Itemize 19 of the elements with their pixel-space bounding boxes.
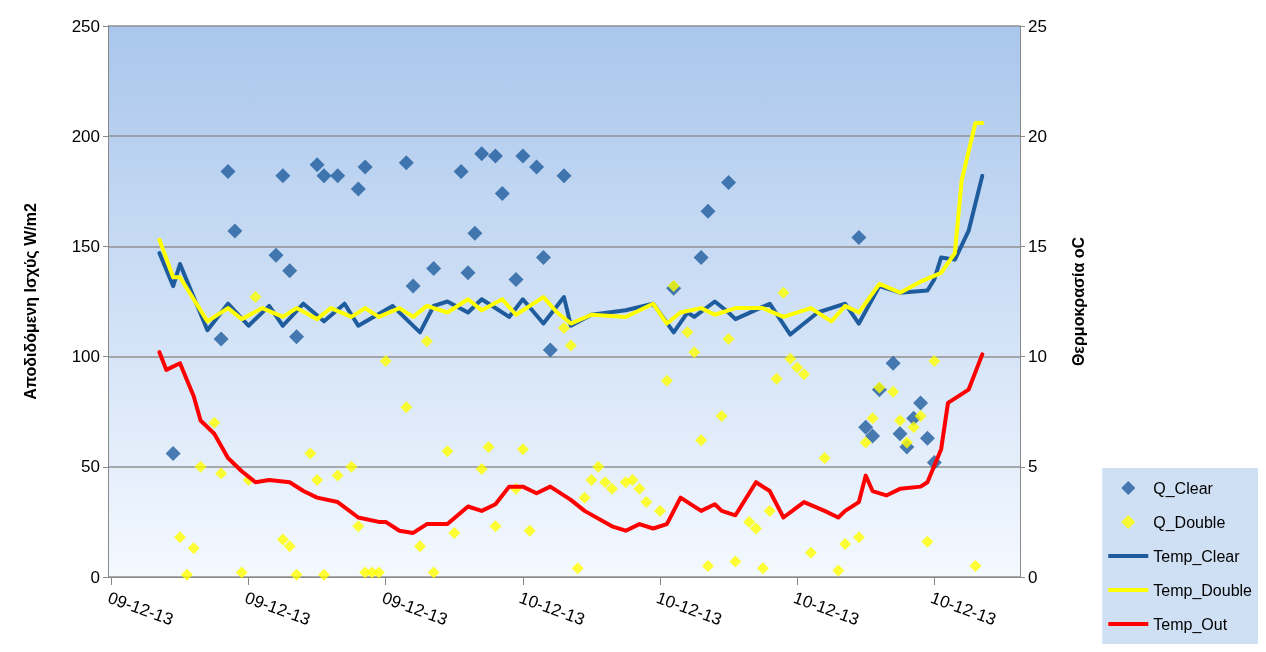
y-tick-label: 100 (71, 347, 100, 367)
legend-label: Temp_Double (1153, 581, 1253, 600)
y2-tick-label: 15 (1028, 236, 1047, 256)
y2-axis-title: Θερμοκρασία oC (1069, 236, 1087, 367)
legend-label: Q_Double (1153, 513, 1226, 532)
legend-label: Q_Clear (1153, 479, 1214, 498)
y-tick-label: 200 (71, 126, 100, 146)
y-axis-title: Αποδιδόμενη Ισχύς W/m2 (21, 203, 40, 400)
y2-tick-label: 20 (1028, 126, 1047, 146)
y-tick-label: 0 (90, 567, 100, 587)
y-tick-label: 250 (71, 16, 100, 36)
y-tick-label: 50 (81, 457, 100, 477)
legend-label: Temp_Clear (1153, 547, 1241, 566)
y-tick-label: 150 (71, 236, 100, 256)
legend-label: Temp_Out (1153, 615, 1228, 634)
y2-tick-label: 10 (1028, 347, 1047, 367)
y2-tick-label: 0 (1028, 567, 1038, 587)
y2-tick-label: 25 (1028, 16, 1047, 36)
y2-tick-label: 5 (1028, 457, 1038, 477)
